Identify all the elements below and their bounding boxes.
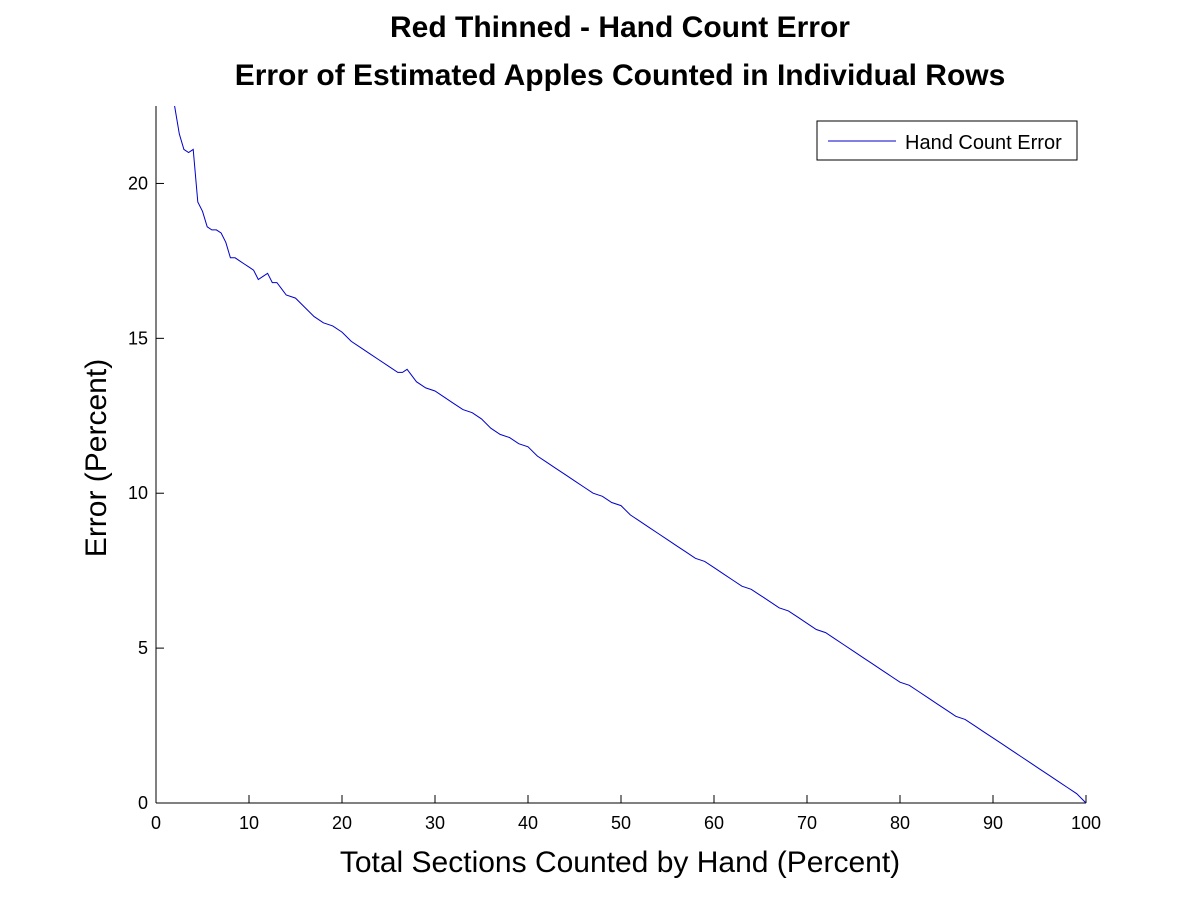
x-tick-label: 10	[239, 813, 259, 833]
x-tick-label: 50	[611, 813, 631, 833]
x-tick-label: 30	[425, 813, 445, 833]
x-tick-label: 70	[797, 813, 817, 833]
legend: Hand Count Error	[816, 120, 1078, 161]
x-tick-label: 100	[1071, 813, 1101, 833]
x-ticks: 0 10 20 30 40 50 60 70 80 90 100	[151, 795, 1101, 833]
y-tick-label: 10	[128, 483, 148, 503]
y-tick-label: 20	[128, 173, 148, 193]
chart-subtitle: Error of Estimated Apples Counted in Ind…	[235, 59, 1006, 92]
legend-label: Hand Count Error	[905, 132, 1062, 154]
x-tick-label: 20	[332, 813, 352, 833]
x-axis-label: Total Sections Counted by Hand (Percent)	[340, 846, 900, 879]
x-tick-label: 80	[890, 813, 910, 833]
y-ticks: 0 5 10 15 20	[128, 173, 164, 813]
y-axis-label: Error (Percent)	[80, 359, 113, 557]
x-tick-label: 0	[151, 813, 161, 833]
y-tick-label: 5	[138, 638, 148, 658]
y-tick-label: 0	[138, 793, 148, 813]
y-tick-label: 15	[128, 328, 148, 348]
x-tick-label: 60	[704, 813, 724, 833]
x-tick-label: 40	[518, 813, 538, 833]
chart-title: Red Thinned - Hand Count Error	[390, 11, 850, 44]
series-line-hand-count-error	[174, 105, 1087, 804]
x-tick-label: 90	[983, 813, 1003, 833]
